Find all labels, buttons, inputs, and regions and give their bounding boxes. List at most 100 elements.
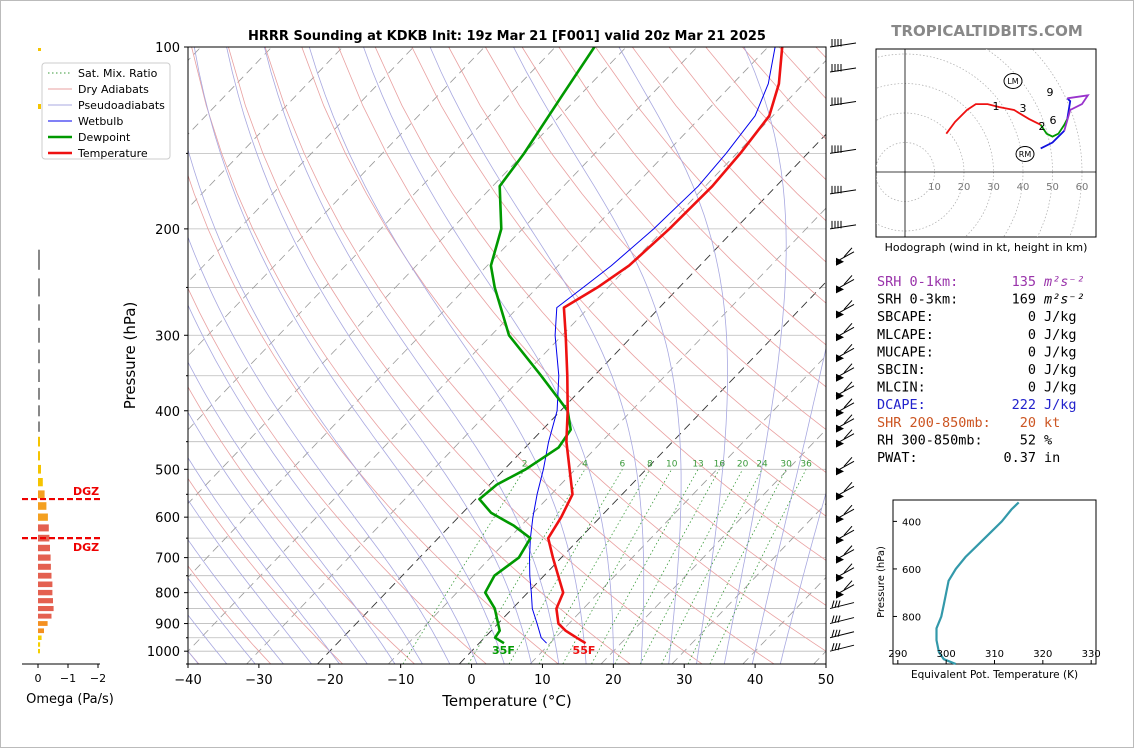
omega-bar [38, 554, 51, 561]
barb-staff [835, 567, 855, 579]
barb-staff [829, 644, 855, 652]
dry-adiabat-line [188, 174, 559, 664]
wind-barb [835, 580, 855, 599]
index-label: PWAT: [877, 450, 918, 466]
mixing-ratio-label: 4 [582, 459, 588, 469]
pseudoadiabat-line [226, 47, 532, 664]
omega-bar [38, 278, 40, 297]
mixing-ratio-line [709, 469, 807, 664]
pseudoadiabat-line [513, 47, 682, 664]
hodo-caption: Hodograph (wind in kt, height in km) [885, 241, 1088, 254]
dgz-label: DGZ [73, 541, 99, 554]
barb-staff [835, 549, 855, 561]
wind-barb [829, 615, 855, 625]
wind-barb [829, 220, 857, 230]
index-value: 222 [1012, 397, 1036, 413]
barb-staff [829, 101, 857, 107]
barb-pennant [836, 285, 844, 294]
skewt-axes-frame [187, 46, 827, 665]
barb-pennant [836, 590, 844, 599]
omega-bar [38, 649, 40, 654]
y-tick-label: 700 [155, 552, 180, 567]
barb-staff [835, 508, 855, 520]
barb-pennant [836, 257, 844, 266]
mixing-ratio-line [468, 469, 586, 664]
y-tick-label: 900 [155, 618, 180, 633]
barb-flag [843, 398, 853, 409]
omega-panel: DGZ DGZ 0 −1 −2 Omega (Pa/s) [22, 48, 114, 707]
barb-flag [843, 525, 853, 536]
wind-barb [829, 643, 855, 652]
dry-adiabat-line [558, 47, 826, 346]
omega-bar [38, 589, 53, 596]
index-value: 169 [1012, 292, 1036, 308]
pseudoadiabat-line [188, 614, 228, 664]
index-unit: J/kg [1044, 309, 1077, 325]
dry-adiabat-line [411, 47, 826, 517]
omega-tick-label: −1 [60, 672, 76, 685]
barb-flag [834, 629, 838, 637]
surface-temp-label: 55F [573, 644, 596, 657]
barb-staff [829, 67, 857, 73]
mixing-ratio-label: 20 [737, 459, 749, 469]
barb-flag [843, 580, 853, 590]
omega-top-mark [38, 104, 41, 109]
skewt-legend: Sat. Mix. Ratio Dry Adiabats Pseudoadiabat… [41, 62, 171, 160]
mixing-ratio-label: 13 [692, 459, 703, 469]
hodograph-frame [875, 48, 1097, 238]
wind-barb [829, 97, 857, 107]
isotherm-line [188, 47, 698, 578]
barb-flag [843, 504, 853, 515]
omega-top-mark [38, 48, 41, 51]
barb-flag [843, 381, 853, 392]
x-tick-label: 0 [467, 673, 475, 688]
hodo-segment [1063, 94, 1090, 131]
legend-label: Temperature [77, 147, 148, 160]
x-axis-label: Temperature (°C) [441, 692, 571, 710]
storm-motion-rm-label: RM [1019, 150, 1032, 159]
legend-label: Dewpoint [78, 131, 131, 144]
barb-staff [835, 529, 855, 541]
barb-flag [843, 322, 853, 333]
barb-pennant [836, 408, 844, 417]
trace-dewpoint [478, 47, 596, 645]
omega-bar [38, 249, 40, 270]
index-unit: % [1044, 432, 1052, 448]
omega-bar [38, 606, 54, 612]
barb-staff [835, 347, 855, 359]
x-tick-label: 20 [605, 673, 622, 688]
pseudoadiabat-line [188, 236, 451, 664]
omega-bar [38, 642, 41, 647]
pseudoadiabat-line [193, 47, 505, 664]
mixing-ratio-line [614, 469, 720, 664]
index-value: 0 [1028, 344, 1036, 360]
wind-barb [829, 64, 857, 73]
index-unit: J/kg [1044, 344, 1077, 360]
x-tick-label: −30 [245, 673, 272, 688]
barb-flag [843, 545, 853, 555]
barb-flag [843, 363, 853, 374]
mixing-ratio-line [661, 469, 763, 664]
omega-bar [38, 563, 51, 570]
mixing-ratio-line [562, 469, 673, 664]
dry-adiabat-line [374, 47, 826, 561]
barb-staff [829, 617, 855, 625]
hodo-height-label: 6 [1050, 114, 1057, 127]
omega-bar [38, 369, 40, 382]
wind-barb [829, 629, 855, 639]
omega-bar [38, 524, 49, 532]
wind-barb [835, 504, 855, 524]
wind-barb [835, 275, 855, 294]
pseudoadiabat-line [779, 491, 826, 664]
dry-adiabat-line [188, 386, 415, 664]
mixing-ratio-label: 24 [756, 459, 768, 469]
omega-bar [38, 327, 40, 343]
barb-pennant [836, 391, 844, 400]
index-unit: kt [1044, 415, 1060, 431]
barb-flag [837, 615, 841, 623]
barb-flag [843, 343, 853, 354]
indices-table: SRH 0-1km: 135 m²s⁻² SRH 0-3km: 169 m²s⁻² SBCA… [877, 274, 1085, 466]
mixing-ratio-label: 8 [647, 459, 653, 469]
index-value: 52 [1020, 432, 1036, 448]
omega-bar [38, 572, 52, 579]
